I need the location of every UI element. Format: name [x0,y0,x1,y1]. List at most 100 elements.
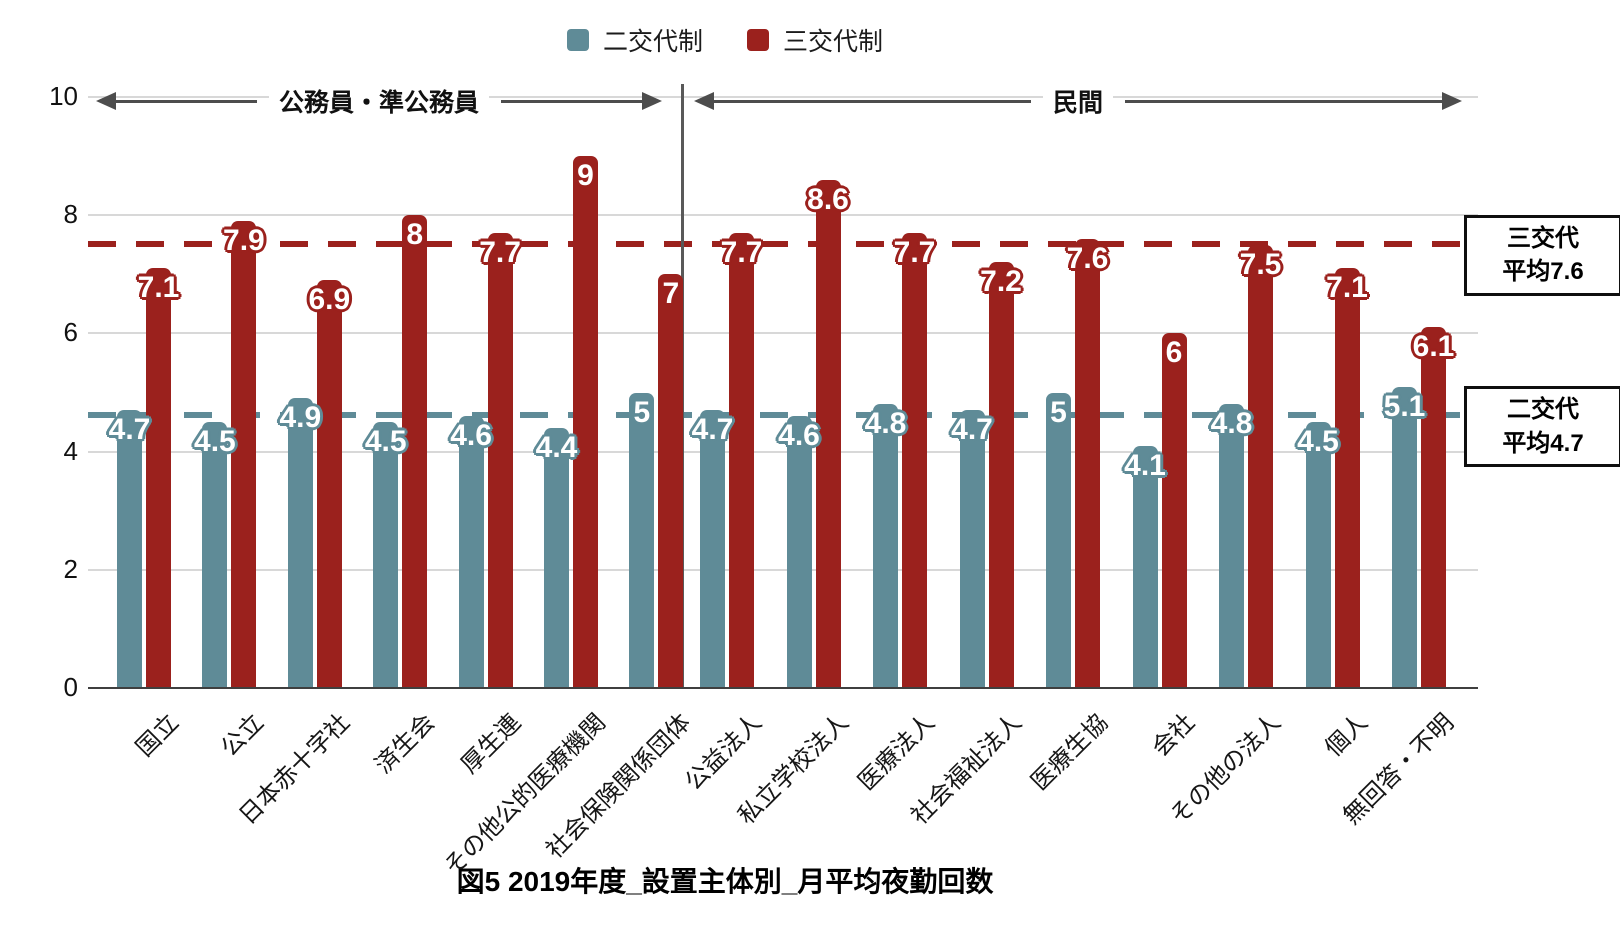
bar-value-label: 7.7 [479,235,521,269]
bar-value-label: 5.1 [1383,389,1426,423]
bar-value-label: 4.7 [951,413,993,447]
group-header-left: 公務員・準公務員 [96,83,663,119]
avg-annotation-series: 三交代 [1507,224,1579,252]
bar-value-label: 4.6 [450,419,492,453]
group-label-public: 公務員・準公務員 [269,83,490,119]
bar-three-shift [1248,244,1273,688]
bar-two-shift [1046,392,1071,688]
bar-three-shift [402,215,428,688]
x-axis-label: 医療生協 [1026,708,1114,796]
arrow-right-icon [1442,92,1463,110]
avg-annotation-three-shift: 三交代 平均7.6 [1464,214,1620,297]
bar-three-shift [487,232,513,688]
legend-swatch-two-shift-icon [566,29,589,51]
bar-value-label: 8 [406,218,424,252]
bar-two-shift [700,410,725,688]
legend-swatch-three-shift-icon [747,29,769,51]
bar-value-label: 7 [662,277,680,311]
bar-value-label: 7.7 [720,235,763,269]
bar-two-shift [1392,386,1417,688]
bar-three-shift [658,274,684,688]
bar-two-shift [873,404,898,688]
bar-value-label: 7.1 [137,271,180,305]
arrow-line [714,99,1031,103]
bar-three-shift [573,156,598,688]
bar-two-shift [786,416,812,688]
y-axis-tick-label: 2 [63,553,78,584]
y-axis-tick-label: 4 [63,435,78,466]
x-axis-label: 公立 [216,708,270,762]
bar-three-shift [146,268,171,688]
y-axis-tick-label: 6 [63,317,78,348]
x-axis-label: 社会保険関係団体 [541,708,697,864]
bar-value-label: 4.7 [691,413,734,447]
bar-value-label: 7.7 [893,235,936,269]
avg-annotation-value: 平均7.6 [1502,258,1584,286]
bar-two-shift [1219,404,1244,688]
bar-two-shift [1305,422,1331,688]
bar-three-shift [988,262,1014,688]
average-line [88,412,1478,419]
bar-value-label: 7.6 [1066,241,1109,275]
bar-value-label: 4.5 [194,425,236,459]
bar-three-shift [815,179,841,688]
gridline [88,96,1478,98]
bar-two-shift [202,422,228,688]
bar-value-label: 4.9 [279,401,322,435]
bar-value-label: 6.1 [1412,330,1455,364]
bar-two-shift [117,410,142,688]
bar-two-shift [959,410,985,688]
bar-value-label: 7.5 [1239,247,1282,281]
bar-two-shift [1132,445,1158,688]
bar-two-shift [373,422,399,688]
y-axis-tick-label: 10 [49,81,78,111]
x-axis-label: 厚生連 [455,708,526,779]
bar-value-label: 4.8 [864,407,907,441]
bar-three-shift [729,232,754,688]
bar-value-label: 4.5 [364,425,407,459]
bar-three-shift [902,232,927,688]
gridline [88,214,1478,217]
group-header-right: 民間 [694,83,1463,119]
bar-three-shift [1075,238,1100,688]
x-axis-line [88,687,1478,689]
bar-three-shift [1334,268,1360,688]
legend-label-two-shift: 二交代制 [602,28,703,56]
bar-three-shift [1421,327,1446,688]
legend-label-three-shift: 三交代制 [783,28,884,56]
bar-value-label: 7.1 [1326,271,1368,305]
gridline [88,450,1478,453]
bar-value-label: 4.1 [1124,448,1166,482]
bar-value-label: 4.4 [535,430,578,464]
legend: 二交代制 三交代制 [0,22,1450,58]
bar-value-label: 4.7 [108,413,151,447]
gridline [88,332,1478,335]
bar-value-label: 6 [1165,336,1183,370]
bar-value-label: 4.6 [778,419,820,453]
x-axis-label: 会社 [1146,708,1200,762]
arrow-left-icon [96,92,116,110]
x-axis-label: 済生会 [370,708,441,779]
arrow-right-icon [642,92,663,110]
y-axis-tick-label: 0 [63,672,78,702]
bar-value-label: 4.8 [1210,407,1253,441]
bar-value-label: 4.5 [1297,425,1339,459]
bar-value-label: 8.6 [807,182,849,216]
arrow-line [1125,99,1443,103]
bar-value-label: 7.9 [223,224,265,258]
bar-value-label: 9 [577,159,594,193]
arrow-left-icon [694,92,714,110]
bar-value-label: 6.9 [308,283,351,317]
avg-annotation-two-shift: 二交代 平均4.7 [1464,386,1620,468]
bar-three-shift [231,221,257,688]
bar-value-label: 5 [1050,395,1067,429]
average-line [88,240,1478,247]
group-label-private: 民間 [1043,83,1114,119]
bar-three-shift [1161,333,1187,688]
arrow-line [116,99,257,103]
avg-annotation-value: 平均4.7 [1502,429,1584,457]
bar-value-label: 5 [633,395,651,429]
bar-value-label: 7.2 [980,265,1022,299]
